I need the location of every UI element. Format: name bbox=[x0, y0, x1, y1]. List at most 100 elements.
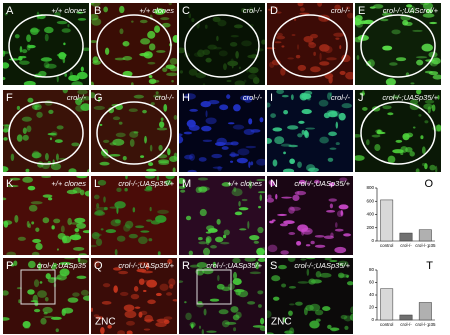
cell-signal bbox=[349, 313, 353, 321]
cell-signal bbox=[84, 190, 89, 197]
cell-signal bbox=[41, 176, 52, 179]
cell-signal bbox=[169, 65, 177, 72]
cell-signal bbox=[255, 48, 264, 52]
cell-signal bbox=[184, 301, 187, 304]
cell-signal bbox=[77, 90, 88, 95]
cell-signal bbox=[303, 35, 314, 43]
cell-signal bbox=[58, 52, 67, 60]
cell-signal bbox=[275, 193, 278, 200]
cell-signal bbox=[317, 3, 323, 7]
panel: K +/+ clones bbox=[3, 176, 89, 255]
cell-signal bbox=[212, 261, 217, 268]
cell-signal bbox=[54, 139, 63, 143]
cell-signal bbox=[257, 191, 265, 194]
cell-signal bbox=[103, 139, 110, 143]
cell-signal bbox=[248, 7, 254, 13]
cell-signal bbox=[6, 184, 19, 188]
cell-signal bbox=[256, 247, 265, 255]
cell-signal bbox=[337, 272, 345, 279]
panel-image bbox=[3, 176, 89, 255]
cell-signal bbox=[202, 83, 206, 85]
cell-signal bbox=[67, 23, 70, 28]
cell-signal bbox=[3, 50, 6, 57]
cell-signal bbox=[34, 308, 41, 313]
cell-signal bbox=[374, 143, 381, 151]
cell-signal bbox=[10, 153, 15, 162]
panel-background bbox=[3, 3, 89, 85]
cell-signal bbox=[241, 7, 246, 13]
cell-signal bbox=[355, 155, 365, 161]
cell-signal bbox=[257, 258, 265, 263]
cell-signal bbox=[287, 57, 294, 60]
cell-signal bbox=[340, 314, 348, 320]
cell-signal bbox=[166, 72, 177, 77]
y-tick-label: 40 bbox=[369, 292, 375, 297]
cell-signal bbox=[403, 134, 412, 138]
cell-signal bbox=[221, 182, 232, 187]
cell-signal bbox=[27, 260, 36, 269]
cell-signal bbox=[301, 129, 305, 135]
cell-signal bbox=[344, 325, 349, 330]
cell-signal bbox=[207, 44, 217, 50]
cell-signal bbox=[218, 309, 229, 315]
cell-signal bbox=[72, 292, 80, 297]
cell-signal bbox=[172, 298, 177, 302]
cell-signal bbox=[334, 228, 344, 232]
y-tick-label: 60 bbox=[369, 280, 375, 285]
cell-signal bbox=[421, 43, 433, 52]
cell-signal bbox=[255, 261, 260, 270]
cell-signal bbox=[205, 237, 210, 246]
cell-signal bbox=[93, 194, 100, 200]
cell-signal bbox=[130, 293, 140, 300]
y-tick-label: 800 bbox=[366, 185, 374, 190]
cell-signal bbox=[406, 4, 413, 8]
cell-signal bbox=[22, 321, 31, 329]
cell-signal bbox=[167, 148, 171, 156]
cell-signal bbox=[233, 187, 237, 192]
cell-signal bbox=[270, 113, 276, 118]
cell-signal bbox=[310, 279, 322, 284]
cell-signal bbox=[118, 121, 123, 125]
cell-signal bbox=[230, 35, 239, 38]
cell-signal bbox=[298, 120, 305, 124]
cell-signal bbox=[350, 306, 353, 314]
cell-signal bbox=[78, 253, 87, 255]
cell-signal bbox=[157, 209, 169, 215]
cell-signal bbox=[243, 128, 255, 135]
cell-signal bbox=[213, 46, 222, 50]
cell-signal bbox=[238, 200, 241, 207]
cell-signal bbox=[36, 111, 43, 118]
cell-signal bbox=[203, 308, 207, 316]
cell-signal bbox=[59, 261, 72, 266]
cell-signal bbox=[26, 44, 31, 51]
cell-signal bbox=[47, 132, 57, 136]
y-tick-label: 600 bbox=[366, 198, 374, 203]
cell-signal bbox=[92, 60, 101, 65]
cell-signal bbox=[338, 204, 349, 210]
cell-signal bbox=[197, 177, 209, 181]
cell-signal bbox=[355, 134, 362, 138]
cell-signal bbox=[22, 176, 33, 183]
cell-signal bbox=[319, 136, 329, 144]
cell-signal bbox=[35, 242, 43, 251]
cell-signal bbox=[93, 105, 106, 111]
cell-signal bbox=[135, 225, 145, 229]
cell-signal bbox=[423, 103, 433, 110]
panel-caption: crol-/-;UASp35/+ bbox=[382, 93, 438, 102]
cell-signal bbox=[232, 124, 245, 130]
cell-signal bbox=[19, 45, 23, 53]
panel-caption: +/+ clones bbox=[227, 179, 262, 188]
cell-signal bbox=[147, 299, 156, 305]
panel: M +/+ clones bbox=[179, 176, 265, 255]
panel-label: F bbox=[6, 92, 13, 104]
cell-signal bbox=[78, 259, 88, 264]
cell-signal bbox=[122, 155, 127, 161]
panel-caption: crol-/- bbox=[243, 6, 263, 15]
bar bbox=[380, 199, 394, 242]
cell-signal bbox=[425, 8, 433, 14]
cell-signal bbox=[409, 151, 415, 157]
